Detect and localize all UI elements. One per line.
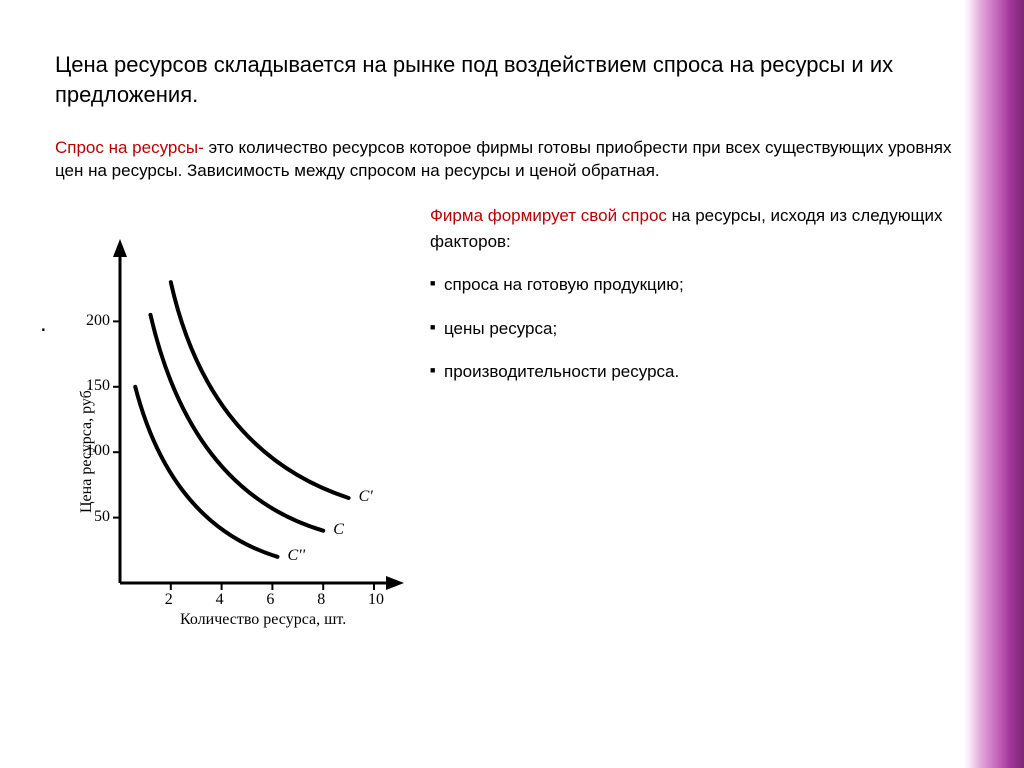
factors-lead-red: Фирма формирует свой спрос: [430, 206, 667, 225]
curve-label: C: [333, 521, 344, 539]
x-axis-label: Количество ресурса, шт.: [180, 611, 346, 629]
list-item: спроса на готовую продукцию;: [430, 272, 965, 298]
y-tick-label: 150: [86, 377, 110, 395]
list-item: производительности ресурса.: [430, 359, 965, 385]
x-tick-label: 6: [266, 591, 274, 609]
x-tick-label: 2: [165, 591, 173, 609]
factors-block: Фирма формирует свой спрос на ресурсы, и…: [430, 203, 965, 643]
x-tick-label: 10: [368, 591, 384, 609]
factors-lead: Фирма формирует свой спрос на ресурсы, и…: [430, 203, 965, 254]
definition-text: Спрос на ресурсы- это количество ресурсо…: [55, 137, 965, 183]
y-tick-label: 100: [86, 442, 110, 460]
x-tick-label: 8: [317, 591, 325, 609]
list-item: цены ресурса;: [430, 316, 965, 342]
factors-list: спроса на готовую продукцию; цены ресурс…: [430, 272, 965, 385]
definition-term: Спрос на ресурсы-: [55, 138, 204, 157]
x-tick-label: 4: [216, 591, 224, 609]
lower-row: Цена ресурса, руб. Количество ресурса, ш…: [55, 213, 965, 643]
y-tick-label: 200: [86, 312, 110, 330]
slide-content: Цена ресурсов складывается на рынке под …: [55, 50, 965, 643]
demand-chart: Цена ресурса, руб. Количество ресурса, ш…: [40, 213, 410, 643]
curve-label: C': [359, 488, 373, 506]
side-gradient: [964, 0, 1024, 768]
y-tick-label: 50: [94, 508, 110, 526]
slide-title: Цена ресурсов складывается на рынке под …: [55, 50, 965, 109]
curve-label: C'': [287, 547, 305, 565]
